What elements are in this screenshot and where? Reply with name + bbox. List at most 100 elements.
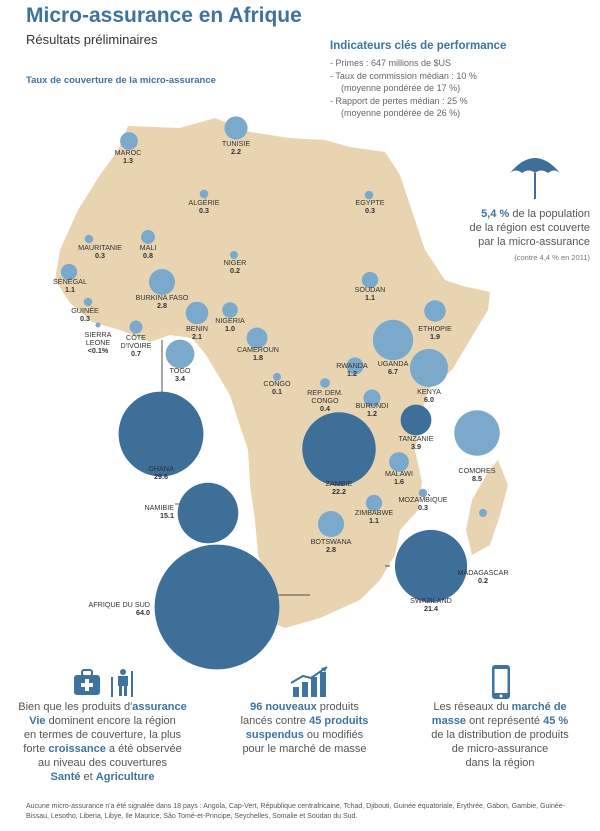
insight-text: a été observée [105,743,182,755]
label-mozambique: MOZAMBIQUE 0.3 [398,495,447,512]
map-caption: Taux de couverture de la micro-assurance [26,75,216,86]
kpi-line: - Rapport de pertes médian : 25 % [330,95,468,106]
footnote: Aucune micro-assurance n'a été signalée … [26,803,565,820]
bubble-mauritanie [84,234,94,244]
bubble-kenya [409,348,449,388]
insight-line: forte croissance a été observée [10,742,195,756]
bubble-mozambique [418,488,428,498]
coverage-value: 5,4 % [481,208,510,220]
label-egypte: EGYPTE 0.3 [355,198,384,215]
insight-line: 96 nouveaux produits [212,700,397,714]
insight-text: en termes de couverture, la plus [23,729,182,741]
insight-column-new-products: 96 nouveaux produits lancés contre 45 pro… [212,700,397,756]
insight-text: au niveau des couvertures [37,757,168,769]
insight-line: Les réseaux du marché de [410,700,590,714]
insight-line: Bien que les produits d'assurance [10,700,195,714]
bubble-zimbabwe [365,494,383,512]
bubble-benin [185,301,209,325]
bubble-guinee [83,297,93,307]
coverage-note: (contre 4,4 % en 2011) [514,253,590,262]
insight-text: produits [316,701,359,713]
kpi-line: - Primes : 647 millions de $US [330,58,452,68]
insight-emphasis: masse [431,715,467,727]
label-cote-d-ivoire: CÔTE D'IVOIRE 0.7 [121,333,152,358]
label-burundi: BURUNDI 1.2 [356,401,389,418]
label-afrique-du-sud: AFRIQUE DU SUD 64.0 [89,600,151,617]
insight-text: de micro-assurance [451,743,549,755]
bubble-rwanda [346,357,364,375]
insight-text: ont représenté [466,715,544,727]
insight-text: dominent encore la région [45,715,176,727]
insight-emphasis: Vie [29,715,46,727]
insight-emphasis: 45 produits [309,715,369,727]
label-togo: TOGO 3.4 [169,366,190,383]
label-rwanda: RWANDA 1.2 [336,361,368,378]
page-subtitle: Résultats préliminaires [26,32,158,47]
insight-text: dans la région [465,757,535,769]
bubble-zambie [302,412,376,486]
kpi-item: - Rapport de pertes médian : 25 % (moyen… [330,95,580,120]
insight-line: en termes de couverture, la plus [10,728,195,742]
label-zambie: ZAMBIE 22.2 [326,479,353,496]
label-comores: COMORES 8.5 [458,466,495,483]
bubble-egypte [364,190,374,200]
label-swaziland: SWAZILAND 21.4 [410,596,452,613]
bubble-maroc [120,132,138,150]
bubble-togo [165,339,195,369]
label-cameroun: CAMEROUN 1.8 [237,345,279,362]
bubble-senegal [60,263,78,281]
label-nigeria: NIGERIA 1.0 [215,316,245,333]
insight-emphasis: marché de [511,701,567,713]
insight-line: Santé et Agriculture [10,770,195,784]
umbrella-icon [510,158,560,199]
bubble-sierra-leone [95,322,101,328]
bubble-cameroun [246,327,268,349]
insight-column-products: Bien que les produits d'assurance Vie dom… [10,700,195,784]
label-malawi: MALAWI 1.6 [385,469,413,486]
insight-emphasis: 96 nouveaux [250,701,317,713]
label-ethiopie: ETHIOPIE 1.9 [418,324,452,341]
insight-text: Les réseaux du [433,701,512,713]
bubble-niger [230,251,238,259]
bubble-afrique-du-sud [154,544,280,670]
bubble-malawi [389,452,409,472]
insight-emphasis: croissance [48,743,106,755]
kpi-item: - Taux de commission médian : 10 % (moye… [330,70,580,95]
insight-text: Bien que les produits d' [18,701,133,713]
insight-line: de la distribution de produits [410,728,590,742]
label-burkina-faso: BURKINA FASO 2.8 [136,293,189,310]
bubble-burundi [363,389,381,407]
insight-line: dans la région [410,756,590,770]
bubble-madagascar [479,509,487,517]
mobile-phone-icon [492,665,510,699]
page-title: Micro-assurance en Afrique [26,4,302,27]
insight-emphasis: 45 % [543,715,569,727]
insight-column-distribution: Les réseaux du marché de masse ont représ… [410,700,590,770]
label-sierra-leone: SIERRA LEONE <0.1% [85,330,112,355]
label-soudan: SOUDAN 1.1 [355,285,386,302]
insight-line: de micro-assurance [410,742,590,756]
insight-text: ou modifiés [303,729,364,741]
label-kenya: KENYA 6.0 [417,387,441,404]
coverage-text: de la population [509,208,590,220]
kpi-line: - Taux de commission médian : 10 % [330,70,477,81]
label-benin: BENIN 2.1 [186,324,208,341]
insight-emphasis: assurance [132,701,187,713]
label-maroc: MAROC 1.3 [115,148,142,165]
insight-line: suspendus ou modifiés [212,728,397,742]
bubble-botswana [317,510,345,538]
coverage-panel: 5,4 % de la population de la région est … [440,158,590,265]
health-agriculture-icon [74,669,133,697]
insight-text: forte [23,743,49,755]
label-ghana: GHANA 29.6 [148,464,174,481]
kpi-title: Indicateurs clés de performance [330,40,507,52]
insight-line: masse ont représenté 45 % [410,714,590,728]
bubble-uganda [372,319,414,361]
insight-line: au niveau des couvertures [10,756,195,770]
bubble-namibie [177,482,239,544]
label-guinee: GUINÉE 0.3 [71,306,99,323]
label-zimbabwe: ZIMBABWE 1.1 [355,508,394,525]
insight-emphasis: Agriculture [95,771,155,783]
bubble-mali [141,230,155,244]
label-madagascar: MADAGASCAR 0.2 [457,568,508,585]
